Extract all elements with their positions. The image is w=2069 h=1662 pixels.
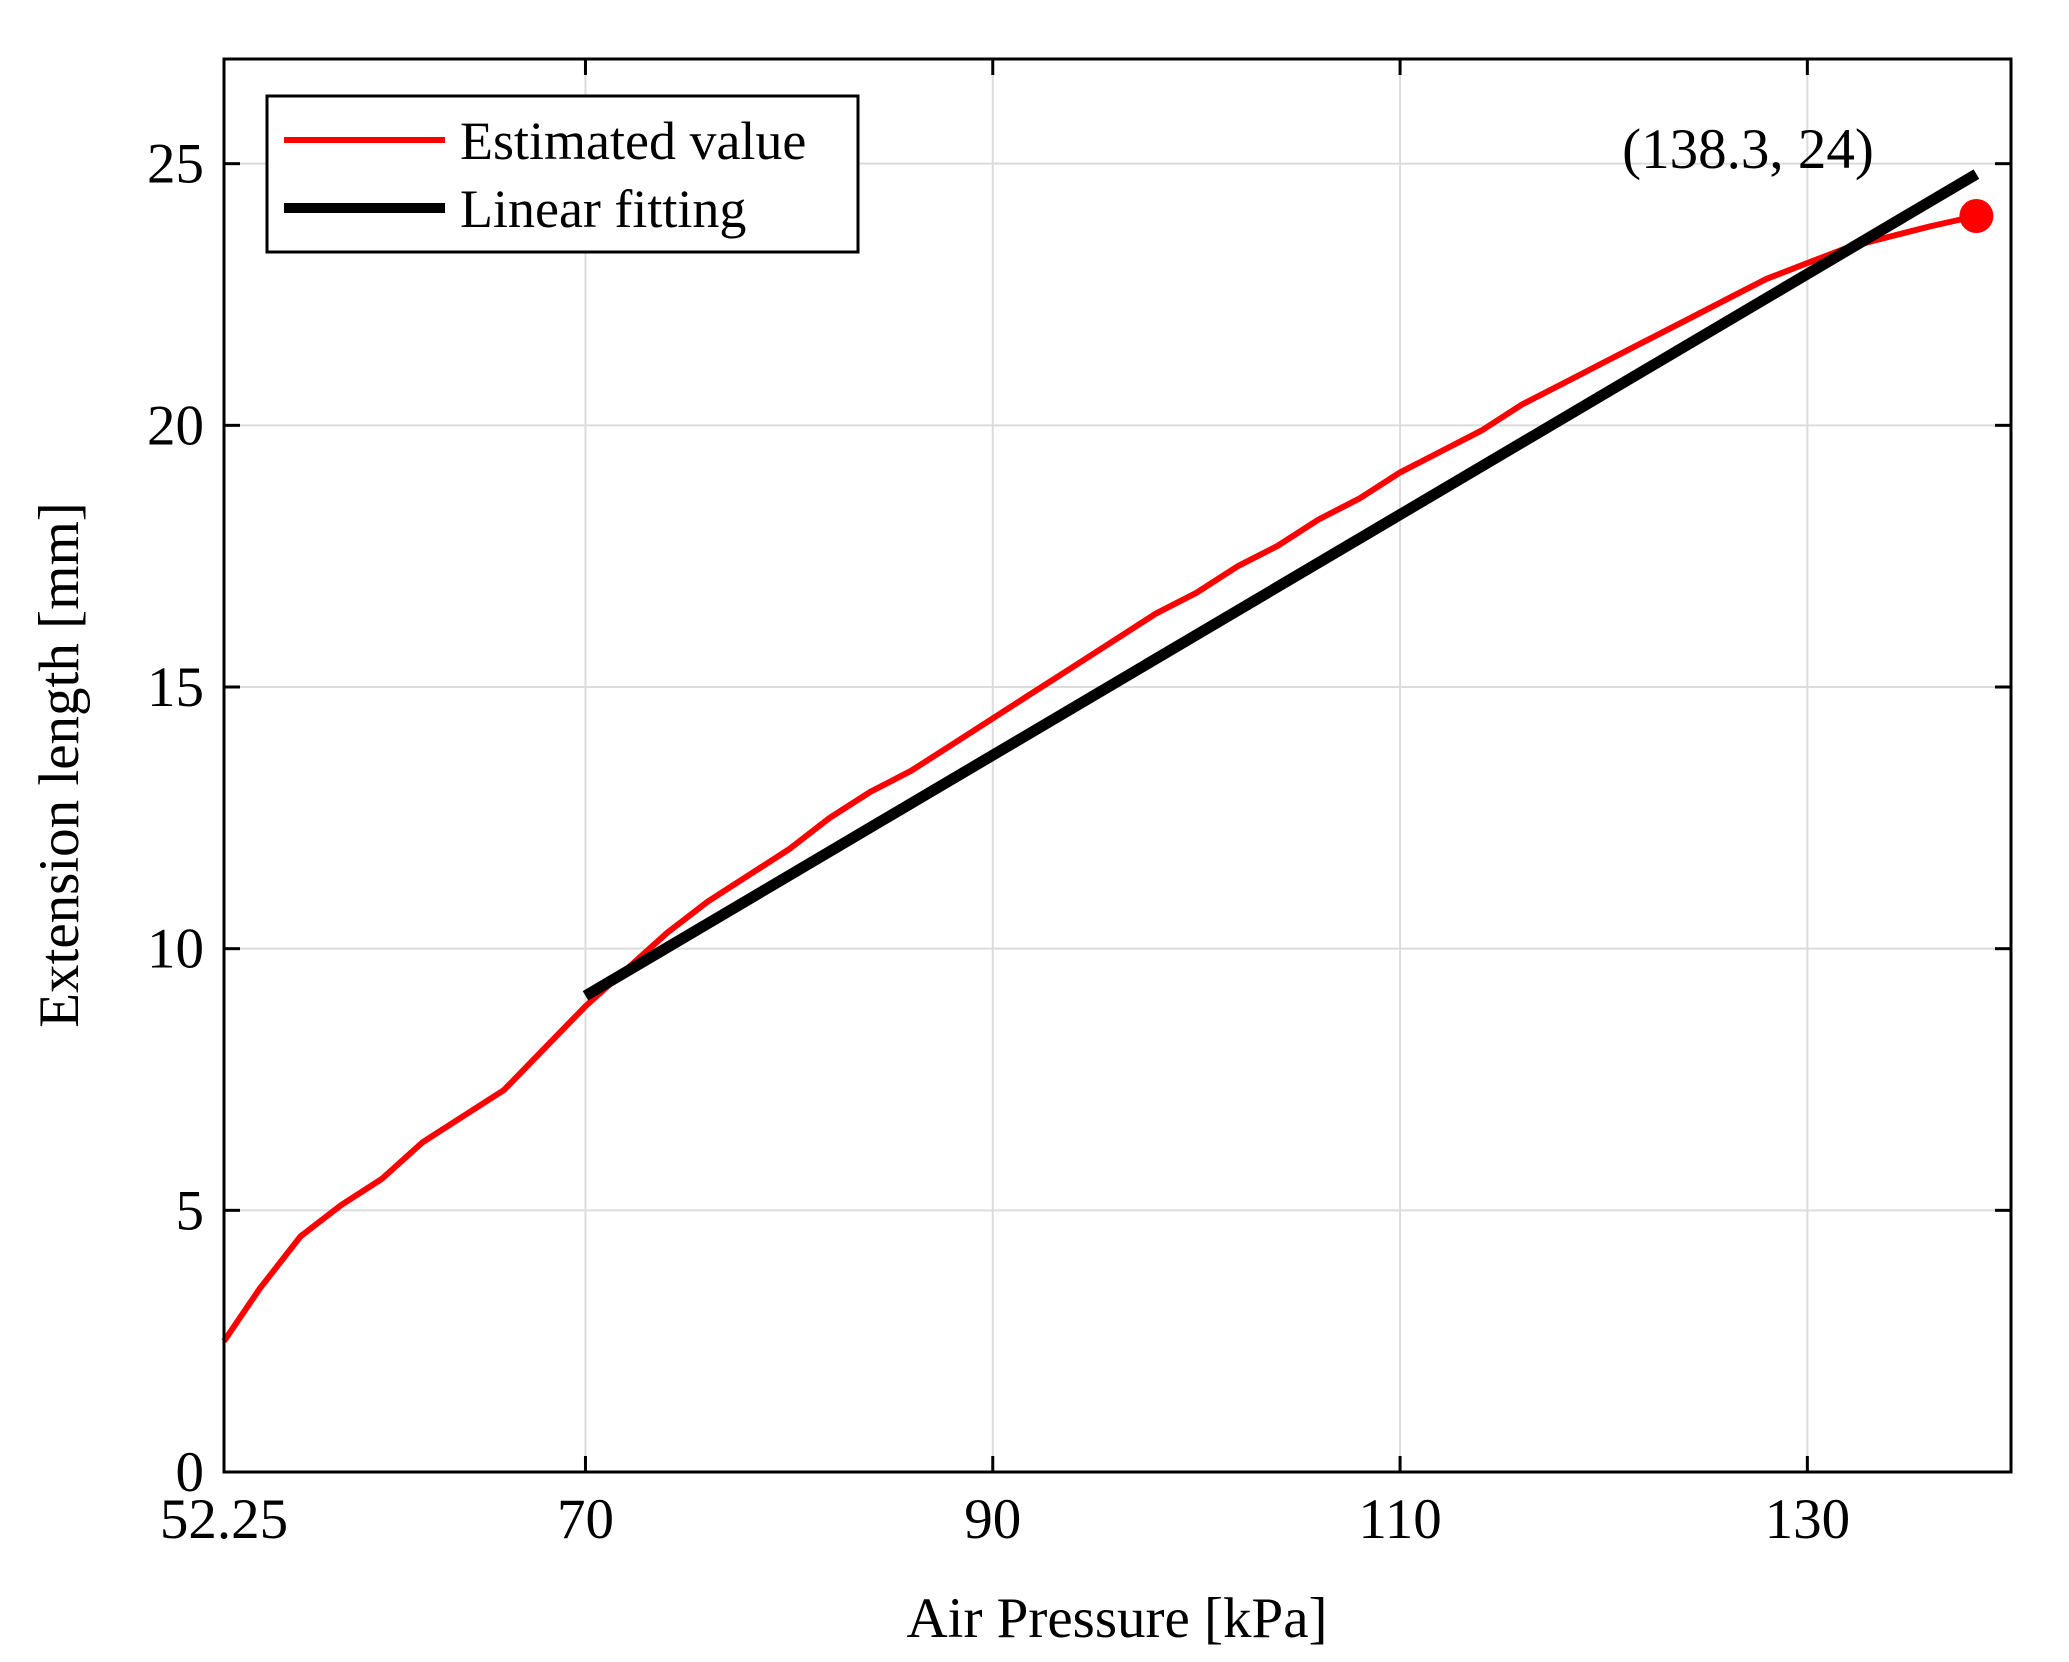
x-axis-label: Air Pressure [kPa] bbox=[906, 1587, 1327, 1650]
x-tick-label: 90 bbox=[964, 1488, 1021, 1551]
x-tick-label: 130 bbox=[1765, 1488, 1851, 1551]
y-tick-label: 10 bbox=[147, 918, 204, 981]
legend-label-linear: Linear fitting bbox=[460, 179, 746, 239]
x-tick-label: 110 bbox=[1358, 1488, 1441, 1551]
y-tick-label: 25 bbox=[147, 133, 204, 196]
legend-box bbox=[265, 94, 860, 254]
axes bbox=[222, 57, 2013, 1474]
ticks: 52.25 70 90 110 130 0 5 10 15 20 25 bbox=[147, 59, 2011, 1551]
point-annotation: (138.3, 24) bbox=[1622, 118, 1874, 181]
y-axis-label: Extension length [mm] bbox=[28, 502, 91, 1028]
y-tick-label: 20 bbox=[147, 394, 204, 457]
series-line-linear-fit bbox=[582, 169, 1980, 1001]
x-tick-label: 70 bbox=[557, 1488, 614, 1551]
x-tick-label: 52.25 bbox=[160, 1488, 288, 1551]
y-tick-label: 0 bbox=[176, 1441, 205, 1504]
y-tick-label: 5 bbox=[176, 1179, 205, 1242]
axes-box bbox=[222, 57, 2013, 1474]
series-line-estimated bbox=[221, 213, 1978, 1343]
legend: Estimated value Linear fitting bbox=[265, 94, 860, 254]
series-layer bbox=[221, 169, 1994, 1343]
legend-label-estimated: Estimated value bbox=[460, 111, 806, 171]
y-tick-label: 15 bbox=[147, 656, 204, 719]
end-point-marker bbox=[1959, 199, 1994, 233]
